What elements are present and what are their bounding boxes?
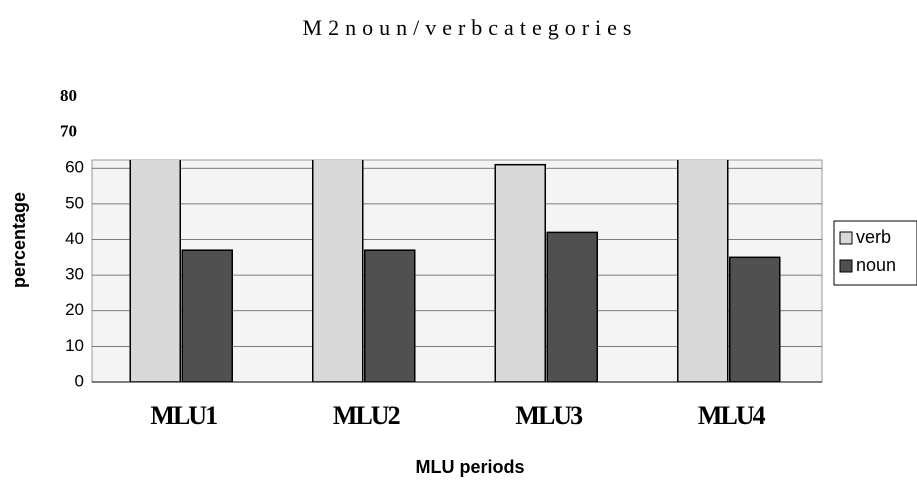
bar (677, 160, 729, 382)
y-tick-label: 30 (65, 265, 84, 284)
bar (546, 231, 598, 382)
legend-swatch (839, 231, 853, 245)
x-axis-label: MLU periods (415, 457, 524, 477)
y-tick-label: 80 (60, 86, 77, 105)
y-tick-label: 60 (65, 158, 84, 177)
y-tick-label: 0 (75, 371, 84, 390)
y-tick-label: 70 (60, 122, 77, 141)
x-tick-label: MLU2 (333, 401, 400, 430)
chart-title: M2noun/verbcategories (303, 15, 638, 40)
y-tick-label: 50 (65, 193, 84, 212)
y-tick-label: 20 (65, 300, 84, 319)
y-tick-label: 10 (65, 336, 84, 355)
bar (494, 163, 546, 382)
legend-label: verb (856, 227, 891, 247)
x-tick-label: MLU3 (515, 401, 583, 430)
y-tick-label: 40 (65, 229, 84, 248)
bar (364, 249, 416, 382)
y-axis-label: percentage (9, 192, 29, 288)
x-tick-label: MLU1 (150, 401, 217, 430)
bar (729, 256, 781, 382)
bar (129, 160, 181, 382)
x-tick-label: MLU4 (698, 401, 766, 430)
legend-label: noun (856, 255, 896, 275)
bar (312, 160, 364, 382)
bar (181, 249, 233, 382)
legend-swatch (839, 259, 853, 273)
